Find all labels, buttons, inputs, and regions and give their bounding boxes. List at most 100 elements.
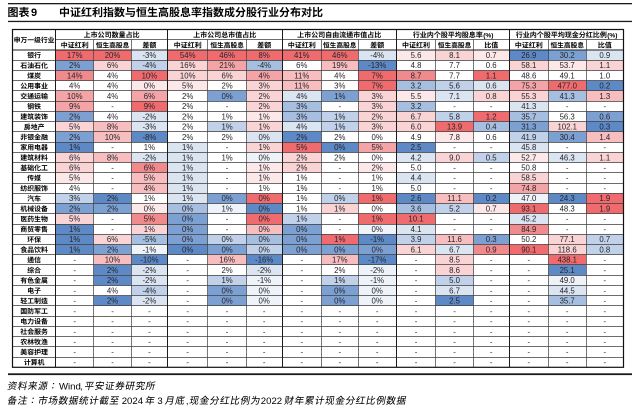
svg-text:1%: 1% <box>221 112 232 121</box>
svg-text:5%: 5% <box>144 215 155 224</box>
svg-text:-: - <box>453 215 456 224</box>
svg-text:1%: 1% <box>182 174 193 183</box>
svg-text:7.8: 7.8 <box>449 133 460 142</box>
svg-text:0%: 0% <box>372 297 383 306</box>
svg-text:8.7: 8.7 <box>411 71 422 80</box>
svg-text:0%: 0% <box>372 286 383 295</box>
svg-text:54%: 54% <box>180 51 196 60</box>
svg-text:0%: 0% <box>334 286 345 295</box>
svg-text:20%: 20% <box>105 51 121 60</box>
svg-text:0.7: 0.7 <box>599 235 610 244</box>
svg-text:-: - <box>603 297 606 306</box>
svg-text:-: - <box>148 338 151 347</box>
svg-text:2%: 2% <box>182 133 193 142</box>
svg-text:93.1: 93.1 <box>521 205 536 214</box>
svg-text:2%: 2% <box>259 102 270 111</box>
svg-text:-: - <box>376 327 379 336</box>
svg-text:2%: 2% <box>107 266 118 275</box>
svg-text:0.8: 0.8 <box>599 245 610 254</box>
svg-text:1.1: 1.1 <box>599 153 610 162</box>
svg-text:0%: 0% <box>334 143 345 152</box>
svg-text:1%: 1% <box>182 153 193 162</box>
svg-text:3%: 3% <box>69 194 80 203</box>
svg-text:-: - <box>415 348 418 357</box>
svg-text:50.8: 50.8 <box>521 164 536 173</box>
svg-text:-: - <box>226 184 229 193</box>
svg-text:0%: 0% <box>259 205 270 214</box>
svg-text:0%: 0% <box>259 133 270 142</box>
svg-text:-: - <box>566 184 569 193</box>
svg-text:4%: 4% <box>69 82 80 91</box>
svg-text:4%: 4% <box>107 71 118 80</box>
svg-text:2%: 2% <box>334 133 345 142</box>
svg-text:-: - <box>376 307 379 316</box>
svg-text:-3%: -3% <box>142 51 156 60</box>
svg-text:-: - <box>490 174 493 183</box>
svg-text:-: - <box>300 266 303 275</box>
svg-text:-: - <box>73 327 76 336</box>
svg-text:0.9: 0.9 <box>486 245 497 254</box>
svg-text:-1%: -1% <box>370 235 384 244</box>
svg-text:(%): (%) <box>607 32 617 39</box>
svg-text:-: - <box>453 102 456 111</box>
svg-text:-16%: -16% <box>255 256 273 265</box>
svg-text:0.8: 0.8 <box>486 92 497 101</box>
svg-text:-: - <box>73 286 76 295</box>
svg-text:-: - <box>490 184 493 193</box>
svg-text:-: - <box>603 276 606 285</box>
svg-text:1%: 1% <box>372 184 383 193</box>
svg-text:6%: 6% <box>69 153 80 162</box>
svg-text:-: - <box>603 338 606 347</box>
svg-text:1%: 1% <box>259 123 270 132</box>
svg-text:-: - <box>73 358 76 367</box>
svg-text:-: - <box>490 102 493 111</box>
svg-text:1%: 1% <box>259 164 270 173</box>
svg-text:47.0: 47.0 <box>521 194 537 203</box>
svg-text:8.6: 8.6 <box>449 266 460 275</box>
svg-text:-: - <box>603 307 606 316</box>
svg-text:2%: 2% <box>69 112 80 121</box>
svg-text:1.3: 1.3 <box>599 92 610 101</box>
svg-text:-2%: -2% <box>142 276 156 285</box>
svg-text:0%: 0% <box>221 297 232 306</box>
svg-text:-: - <box>566 348 569 357</box>
svg-text:-: - <box>453 184 456 193</box>
svg-text:58.1: 58.1 <box>521 61 536 70</box>
svg-text:11%: 11% <box>294 82 309 91</box>
svg-text:44.5: 44.5 <box>560 286 576 295</box>
svg-text:-: - <box>527 266 530 275</box>
svg-text:1%: 1% <box>372 215 383 224</box>
svg-text:17%: 17% <box>332 256 348 265</box>
svg-text:0.2: 0.2 <box>599 82 610 91</box>
svg-text:10%: 10% <box>142 71 158 80</box>
svg-text:0%: 0% <box>296 225 307 234</box>
svg-text:2%: 2% <box>221 133 232 142</box>
svg-text:16%: 16% <box>219 256 235 265</box>
svg-text:4%: 4% <box>296 92 307 101</box>
svg-text:-: - <box>453 317 456 326</box>
svg-text:53.7: 53.7 <box>560 61 575 70</box>
svg-text:0%: 0% <box>372 245 383 254</box>
svg-text:74.8: 74.8 <box>521 184 536 193</box>
svg-text:52.7: 52.7 <box>521 153 536 162</box>
svg-text:-: - <box>226 225 229 234</box>
svg-text:0%: 0% <box>144 82 155 91</box>
svg-text:-3%: -3% <box>142 123 156 132</box>
svg-text:5%: 5% <box>69 123 80 132</box>
svg-text:24.3: 24.3 <box>560 194 575 203</box>
svg-text:5.6: 5.6 <box>411 51 422 60</box>
svg-text:0%: 0% <box>372 225 383 234</box>
svg-text:-2%: -2% <box>142 266 156 275</box>
svg-text:2%: 2% <box>221 266 232 275</box>
svg-text:-: - <box>148 358 151 367</box>
svg-text:1%: 1% <box>372 194 383 203</box>
svg-text:-: - <box>527 307 530 316</box>
svg-text:55.3: 55.3 <box>521 92 536 101</box>
svg-text:-: - <box>415 338 418 347</box>
svg-text:-: - <box>226 317 229 326</box>
svg-text:-: - <box>338 327 341 336</box>
svg-text:41.3: 41.3 <box>560 92 575 101</box>
svg-text:58.5: 58.5 <box>521 174 537 183</box>
svg-text:-: - <box>415 358 418 367</box>
svg-text:-: - <box>111 358 114 367</box>
